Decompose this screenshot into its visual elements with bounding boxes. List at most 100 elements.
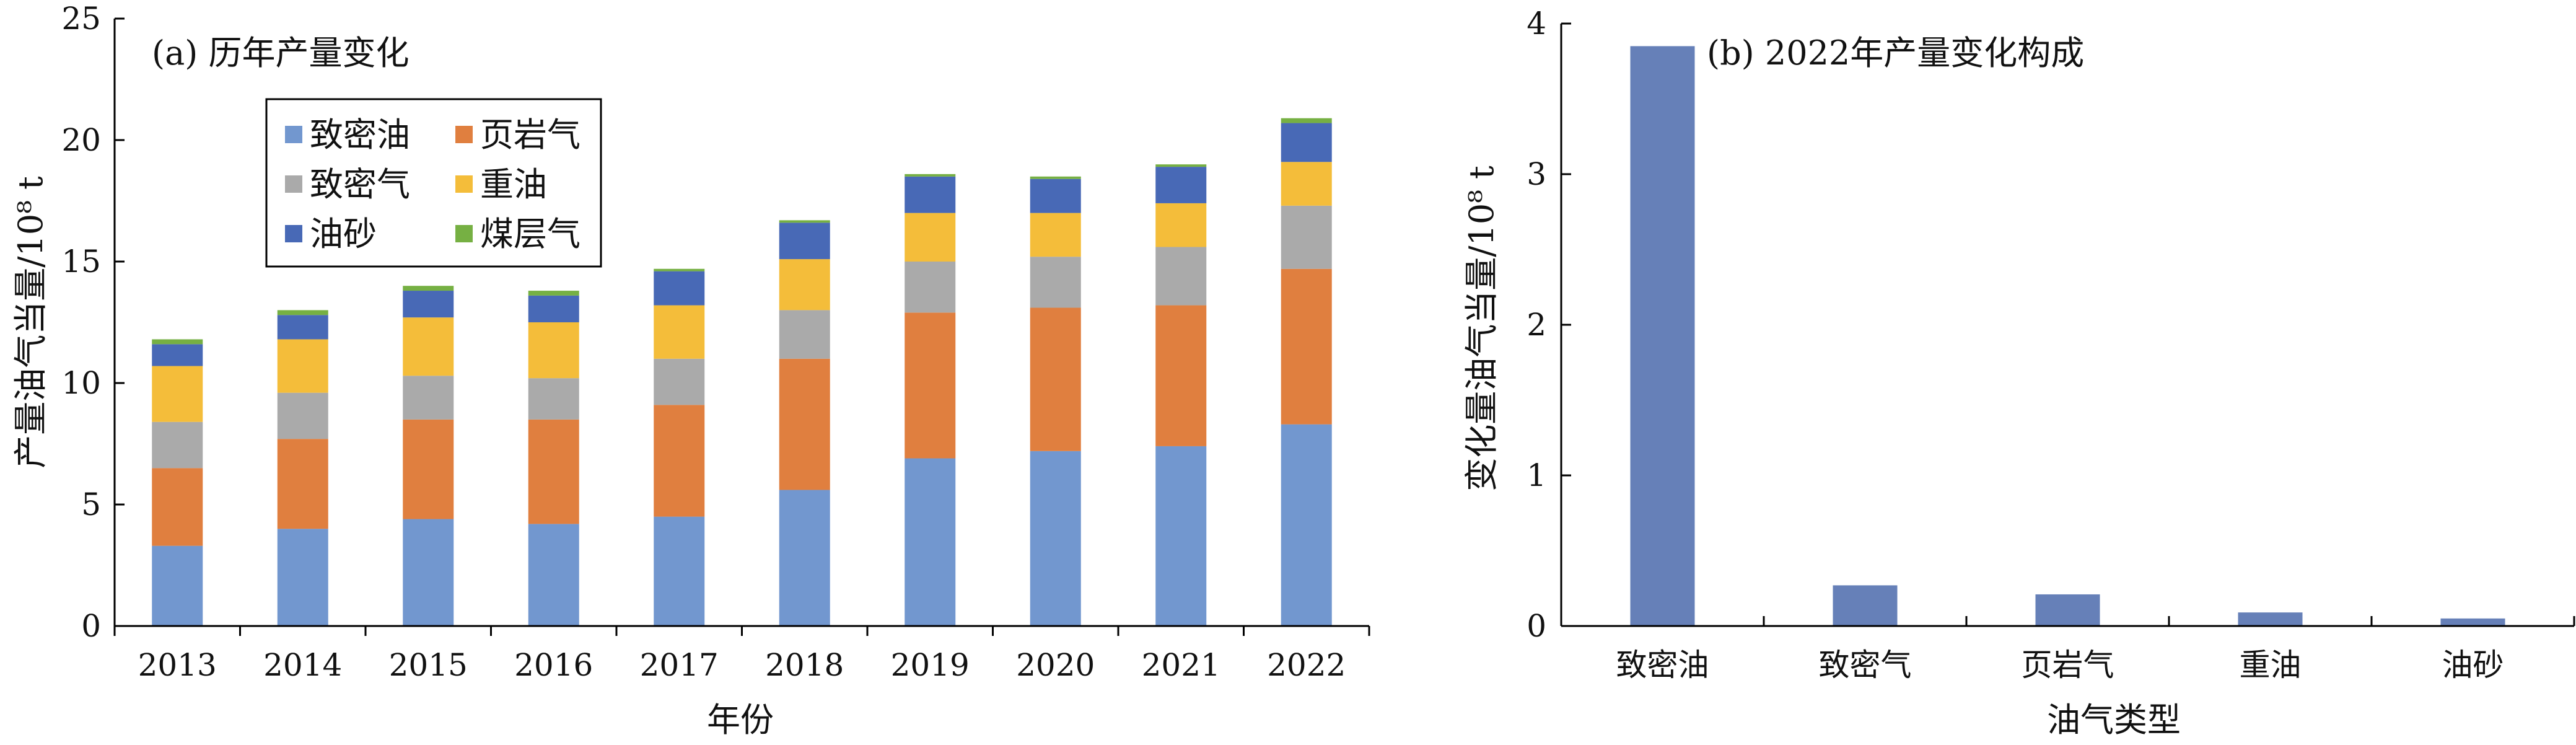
bar-segment-2014 [277, 315, 328, 340]
bar-segment-2014 [277, 339, 328, 393]
bar-segment-2018 [779, 490, 830, 626]
bar-segment-2020 [1030, 179, 1081, 213]
legend-label: 煤层气 [480, 214, 580, 253]
bar-油砂 [2440, 618, 2505, 626]
bar-segment-2013 [152, 366, 203, 422]
x-tick-label: 油砂 [2442, 647, 2504, 683]
bar-segment-2020 [1030, 257, 1081, 308]
x-tick-label: 2020 [1016, 647, 1095, 683]
bar-segment-2016 [528, 524, 579, 626]
panel-a-bars [152, 118, 1332, 626]
bar-致密油 [1630, 46, 1695, 626]
legend-swatch [285, 126, 302, 143]
bar-segment-2014 [277, 439, 328, 529]
y-tick-label: 15 [61, 244, 101, 280]
x-tick-label: 致密油 [1616, 647, 1709, 683]
legend-swatch [285, 175, 302, 193]
bar-segment-2020 [1030, 307, 1081, 451]
bar-segment-2015 [403, 286, 454, 291]
bar-segment-2021 [1155, 203, 1207, 247]
panel-b-axes: 致密油 致密气 页岩气 重油 油砂 0 1 2 3 4 [1527, 6, 2575, 683]
bar-segment-2019 [905, 213, 956, 262]
x-tick-label: 2017 [640, 647, 719, 683]
legend-swatch [455, 175, 473, 193]
x-tick-label: 2015 [389, 647, 468, 683]
bar-segment-2020 [1030, 451, 1081, 626]
bar-segment-2019 [905, 312, 956, 459]
x-tick-label: 2019 [891, 647, 970, 683]
bar-segment-2017 [654, 358, 705, 405]
panel-a-axes: 2013 2014 2015 2016 2017 2018 2019 2020 2021 2022… [61, 1, 1370, 683]
bar-segment-2017 [654, 405, 705, 517]
legend-label: 致密气 [310, 165, 410, 204]
x-tick-label: 致密气 [1819, 647, 1912, 683]
bar-重油 [2238, 612, 2303, 626]
bar-segment-2016 [528, 295, 579, 322]
bar-segment-2022 [1281, 123, 1332, 162]
bar-segment-2020 [1030, 176, 1081, 179]
bar-segment-2018 [779, 358, 830, 490]
bar-segment-2018 [779, 220, 830, 223]
bar-segment-2015 [403, 291, 454, 318]
panel-a-title: (a) 历年产量变化 [152, 33, 410, 73]
bar-segment-2015 [403, 317, 454, 376]
bar-segment-2017 [654, 305, 705, 359]
x-tick-label: 页岩气 [2022, 647, 2114, 683]
y-tick-label: 5 [81, 487, 101, 522]
bar-segment-2016 [528, 378, 579, 420]
y-tick-label: 1 [1527, 457, 1546, 493]
y-tick-label: 10 [61, 365, 101, 401]
bar-segment-2016 [528, 322, 579, 379]
y-tick-label: 4 [1527, 6, 1546, 42]
panel-a-stacked-bar-chart: 2013 2014 2015 2016 2017 2018 2019 2020 2021 2022… [11, 1, 1370, 739]
x-tick-label: 2013 [138, 647, 217, 683]
bar-segment-2016 [528, 291, 579, 296]
bar-segment-2014 [277, 392, 328, 439]
legend-label: 致密油 [310, 115, 410, 154]
bar-segment-2014 [277, 310, 328, 315]
legend-label: 重油 [480, 165, 547, 204]
bar-segment-2015 [403, 519, 454, 626]
bar-segment-2022 [1281, 268, 1332, 425]
x-tick-label: 2018 [765, 647, 844, 683]
y-tick-label: 2 [1527, 307, 1546, 343]
bar-segment-2021 [1155, 446, 1207, 626]
bar-segment-2014 [277, 529, 328, 626]
x-tick-label: 2016 [514, 647, 593, 683]
bar-segment-2021 [1155, 164, 1207, 167]
bar-segment-2018 [779, 259, 830, 311]
y-tick-label: 3 [1527, 156, 1546, 192]
bar-segment-2022 [1281, 424, 1332, 626]
bar-致密气 [1833, 585, 1898, 626]
bar-segment-2022 [1281, 162, 1332, 206]
bar-segment-2019 [905, 176, 956, 213]
bar-segment-2018 [779, 223, 830, 260]
bar-segment-2021 [1155, 167, 1207, 203]
y-tick-label: 25 [61, 1, 101, 37]
bar-segment-2022 [1281, 205, 1332, 269]
bar-segment-2017 [654, 268, 705, 271]
bar-segment-2019 [905, 458, 956, 626]
legend-swatch [455, 126, 473, 143]
bar-segment-2022 [1281, 118, 1332, 123]
bar-segment-2019 [905, 174, 956, 177]
bar-segment-2021 [1155, 247, 1207, 306]
x-tick-label: 2021 [1142, 647, 1220, 683]
legend-label: 页岩气 [480, 115, 580, 154]
bar-segment-2016 [528, 419, 579, 524]
bar-segment-2019 [905, 262, 956, 313]
panel-b-bars [1630, 46, 2505, 626]
legend-label: 油砂 [310, 214, 377, 253]
bar-segment-2017 [654, 271, 705, 306]
bar-segment-2013 [152, 545, 203, 626]
bar-segment-2017 [654, 516, 705, 626]
bar-segment-2013 [152, 339, 203, 345]
bar-segment-2013 [152, 468, 203, 546]
y-tick-label: 0 [81, 608, 101, 644]
legend-swatch [455, 225, 473, 242]
panel-a-y-axis-title: 产量油气当量/10⁸ t [11, 176, 50, 469]
panel-b-title: (b) 2022年产量变化构成 [1707, 33, 2084, 73]
bar-segment-2018 [779, 310, 830, 359]
